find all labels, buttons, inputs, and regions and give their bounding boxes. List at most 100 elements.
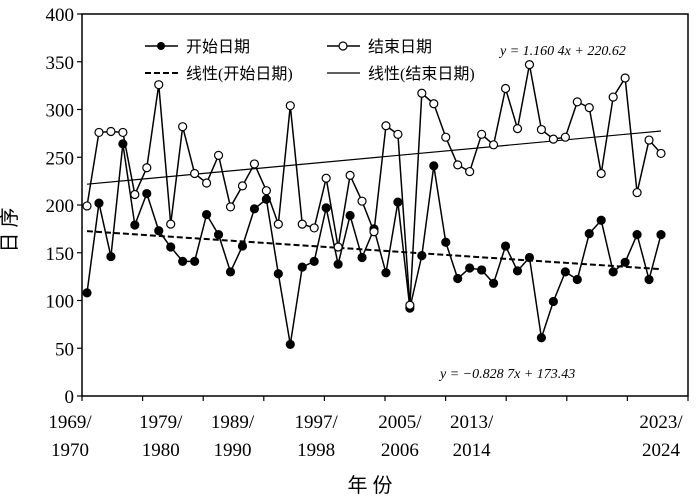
start-date-point: [345, 210, 355, 221]
start-date-point: [548, 296, 558, 307]
start-date-point: [620, 257, 630, 267]
end-date-point: [477, 129, 487, 139]
start-date-point: [106, 251, 116, 262]
end-date-point: [357, 196, 367, 206]
x-tick-label: 1980: [142, 440, 180, 461]
x-tick-label: 2014: [453, 440, 492, 461]
start-date-point: [429, 161, 439, 171]
end-date-point: [178, 122, 188, 132]
end-date-point: [644, 135, 654, 145]
end-date-point: [512, 124, 523, 134]
end-trend-equation: y = 1.160 4x + 220.62: [498, 44, 626, 59]
end-date-point: [441, 132, 451, 142]
start-date-point: [381, 268, 391, 278]
start-date-point: [82, 288, 92, 298]
end-date-point: [417, 88, 427, 98]
start-date-point: [596, 215, 606, 225]
end-date-point: [166, 219, 176, 229]
end-date-point: [309, 223, 319, 233]
start-date-point: [560, 267, 570, 277]
x-tick-label: 2024: [642, 440, 681, 461]
x-tick-label: 1979/: [139, 412, 183, 433]
start-date-point: [261, 194, 271, 204]
end-date-point: [154, 80, 164, 90]
y-tick-label: 400: [46, 5, 75, 26]
x-tick-label: 1990: [213, 440, 251, 461]
y-tick-label: 300: [46, 101, 75, 122]
start-date-point: [249, 204, 260, 214]
end-date-point: [536, 124, 547, 135]
start-date-point: [584, 229, 594, 239]
x-tick-label: 1970: [51, 440, 89, 461]
end-date-point: [249, 159, 260, 169]
start-date-point: [166, 242, 176, 252]
end-date-point: [82, 201, 92, 211]
start-date-point: [142, 188, 152, 199]
x-tick-label: 1998: [297, 440, 335, 461]
start-date-trendline: [86, 230, 662, 271]
end-date-point: [130, 189, 140, 200]
end-date-point: [584, 102, 594, 113]
end-date-point: [524, 60, 535, 70]
start-date-point: [465, 263, 475, 273]
end-date-point: [560, 132, 570, 142]
start-date-point: [321, 203, 331, 213]
start-date-point: [417, 251, 427, 261]
end-date-point: [596, 168, 606, 179]
end-date-point: [190, 168, 200, 179]
end-date-point: [572, 97, 582, 107]
end-date-point: [333, 242, 343, 252]
end-date-point: [142, 163, 152, 173]
end-date-point: [345, 170, 355, 180]
start-date-point: [154, 226, 164, 236]
end-date-point: [453, 160, 463, 170]
y-tick-label: 200: [46, 196, 75, 217]
legend-start-label: 开始日期: [186, 38, 250, 56]
start-date-point: [608, 267, 618, 277]
start-date-point: [237, 241, 248, 251]
start-date-point: [130, 220, 140, 230]
x-tick-label: 2006: [381, 440, 419, 461]
end-date-point: [381, 121, 391, 131]
end-date-trendline: [86, 130, 662, 185]
x-tick-label: 2023/: [639, 412, 683, 433]
end-date-point: [201, 178, 212, 188]
start-date-point: [453, 273, 463, 284]
start-date-point: [297, 262, 307, 272]
start-date-point: [357, 252, 367, 263]
start-date-point: [512, 266, 523, 276]
start-date-point: [94, 198, 104, 208]
end-date-point: [429, 99, 439, 109]
x-tick-label: 1989/: [211, 412, 255, 433]
end-date-point: [118, 127, 128, 138]
end-date-point: [548, 134, 558, 144]
y-tick-label: 150: [46, 244, 75, 265]
end-date-point: [369, 227, 379, 237]
start-date-point: [536, 333, 547, 343]
start-date-point: [632, 230, 642, 240]
end-date-point: [656, 148, 666, 159]
end-date-point: [393, 129, 403, 139]
start-date-point: [225, 267, 236, 277]
y-tick-label: 350: [46, 53, 75, 74]
end-date-point: [632, 187, 642, 198]
end-date-point: [297, 219, 307, 229]
end-date-point: [237, 181, 248, 191]
y-tick-label: 100: [46, 292, 75, 313]
start-date-point: [656, 230, 666, 240]
y-tick-label: 0: [65, 387, 75, 408]
end-date-point: [608, 92, 618, 102]
start-date-point: [178, 256, 188, 266]
end-date-point: [213, 150, 224, 160]
start-date-point: [213, 230, 224, 240]
start-trend-equation: y = −0.828 7x + 173.43: [438, 367, 575, 382]
legend-end-trend-label: 线性(结束日期): [368, 65, 475, 83]
x-tick-label: 1997/: [295, 412, 339, 433]
y-tick-label: 250: [46, 148, 75, 169]
start-date-point: [644, 274, 654, 285]
start-date-point: [190, 256, 200, 266]
start-date-point: [500, 241, 511, 251]
end-date-point: [273, 219, 283, 229]
x-tick-label: 2013/: [450, 412, 494, 433]
